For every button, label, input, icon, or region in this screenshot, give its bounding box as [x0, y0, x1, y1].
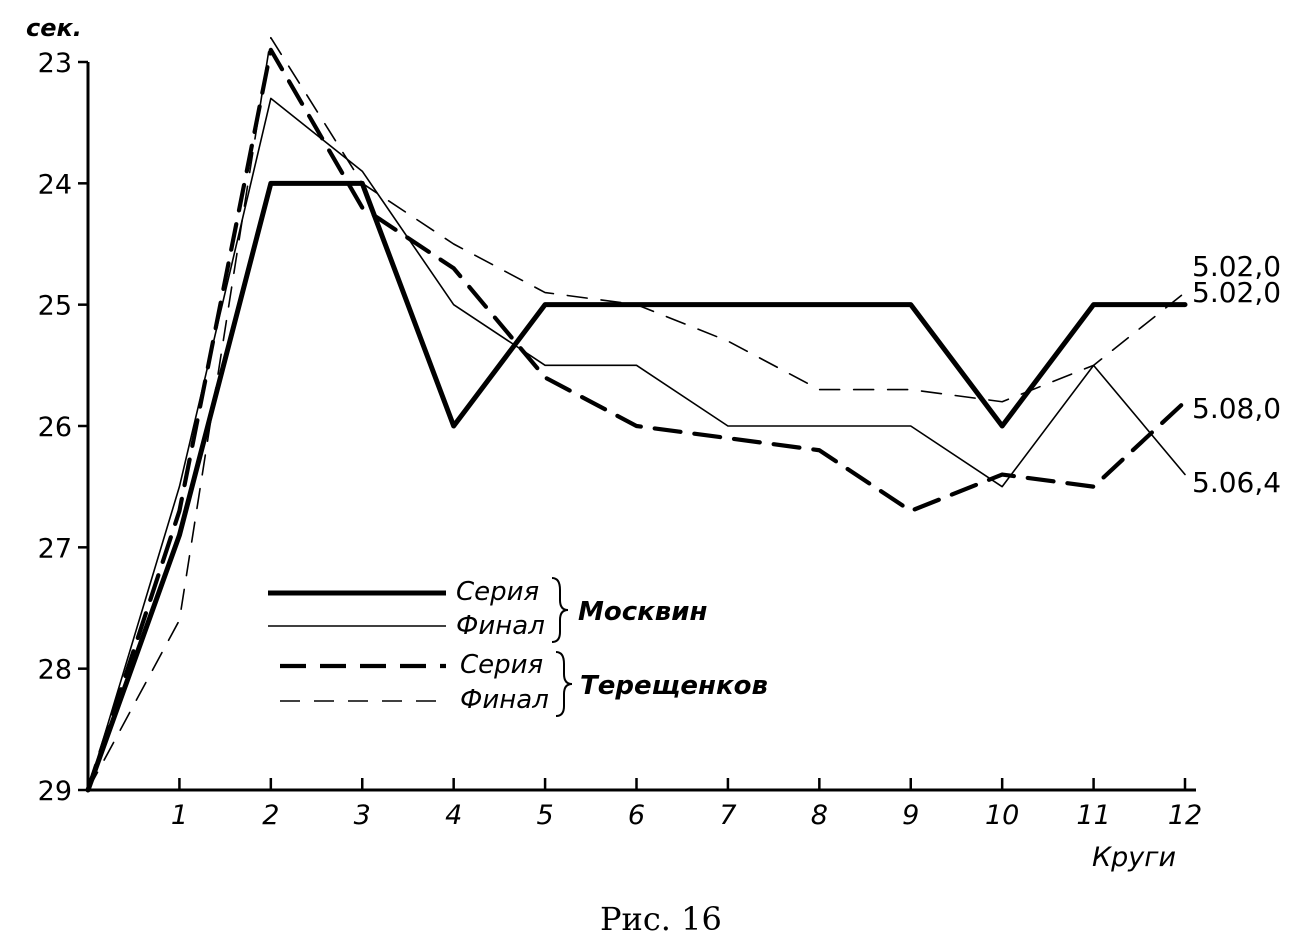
- x-tick-label: 12: [1168, 800, 1202, 831]
- legend-brace-tereshchenkov: [555, 651, 573, 717]
- y-tick-label: 25: [38, 291, 72, 322]
- y-tick-label: 23: [38, 48, 72, 79]
- legend-brace-moskvin: [551, 577, 569, 643]
- x-tick-label: 6: [628, 800, 645, 831]
- series-end-label-1: 5.06,4: [1192, 466, 1281, 499]
- y-tick-label: 28: [38, 655, 72, 686]
- series-end-label-3: 5.02,0: [1192, 250, 1281, 283]
- series-line-3: [87, 36, 1186, 791]
- y-tick-label: 26: [38, 412, 72, 443]
- legend-label-tereshchenkov-series: Серия: [460, 650, 543, 680]
- x-tick-label: 10: [985, 800, 1019, 831]
- series-line-1: [87, 97, 1186, 791]
- x-tick-label: 1: [171, 800, 188, 831]
- x-ticks: 1 2 3 4 5 6 7 8 9 10 11 12: [171, 778, 1202, 831]
- legend-label-tereshchenkov-final: Финал: [460, 685, 549, 715]
- x-tick-label: 11: [1076, 800, 1110, 831]
- x-tick-label: 9: [902, 800, 919, 831]
- x-tick-label: 4: [445, 800, 462, 831]
- y-unit-label: сек.: [26, 14, 82, 42]
- x-axis-label: Круги: [1092, 842, 1176, 873]
- x-tick-label: 7: [719, 800, 736, 831]
- series-end-label-0: 5.02,0: [1192, 276, 1281, 309]
- series-end-label-2: 5.08,0: [1192, 392, 1281, 425]
- x-tick-label: 8: [811, 800, 828, 831]
- end-labels: 5.02,0 5.06,4 5.08,0 5.02,0: [1192, 250, 1281, 499]
- legend-label-moskvin-series: Серия: [456, 577, 539, 607]
- x-tick-label: 5: [536, 800, 553, 831]
- x-tick-label: 2: [262, 800, 279, 831]
- legend: Серия Финал Москвин Серия Финал Терещенк…: [268, 577, 768, 717]
- figure-caption: Рис. 16: [600, 900, 722, 938]
- legend-athlete-tereshchenkov: Терещенков: [580, 671, 768, 701]
- y-tick-label: 24: [38, 169, 72, 200]
- y-ticks: 23 24 25 26 27 28 29: [38, 48, 88, 807]
- legend-label-moskvin-final: Финал: [456, 611, 545, 641]
- legend-athlete-moskvin: Москвин: [578, 597, 707, 627]
- y-tick-label: 29: [38, 776, 72, 807]
- series-line-2: [85, 47, 1188, 793]
- series-layer: [85, 36, 1188, 793]
- y-tick-label: 27: [38, 533, 72, 564]
- x-tick-label: 3: [354, 800, 371, 831]
